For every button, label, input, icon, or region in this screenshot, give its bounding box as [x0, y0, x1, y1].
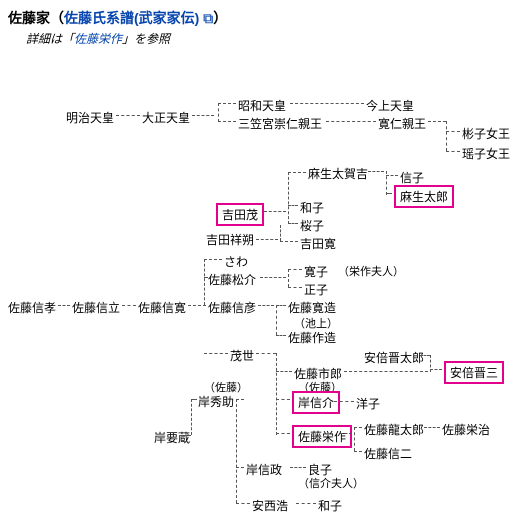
node-eisaku-wife: （栄作夫人） [338, 263, 404, 279]
node-sato-nobuhiko: 佐藤信彦 [208, 299, 256, 316]
genealogy-link[interactable]: 佐藤氏系譜(武家家伝) [64, 10, 199, 26]
node-wako2: 和子 [318, 497, 342, 514]
node-sato-eisaku: 佐藤栄作 [292, 425, 352, 448]
node-showa: 昭和天皇 [238, 97, 286, 114]
node-kishi-nobumasa: 岸信政 [246, 461, 282, 478]
node-sato-shinji: 佐藤信二 [364, 445, 412, 462]
node-sato-ryutaro: 佐藤龍太郎 [364, 421, 424, 438]
rparen: ） [213, 10, 227, 26]
node-nobusuke-wife: （信介夫人） [298, 475, 364, 491]
node-meiji: 明治天皇 [66, 109, 114, 126]
node-sato-nobutachi: 佐藤信立 [72, 299, 120, 316]
node-mikasa: 三笠宮崇仁親王 [238, 115, 322, 132]
node-kishi-hidesuke: 岸秀助 [198, 393, 234, 410]
node-sawa: さわ [224, 253, 248, 270]
subtitle-post: 」を参照 [122, 32, 170, 46]
node-kishi-nobusuke: 岸信介 [292, 391, 340, 414]
node-tomohito: 寛仁親王 [378, 115, 426, 132]
node-sato-matsusuke: 佐藤松介 [208, 271, 256, 288]
node-sato-eiji: 佐藤栄治 [442, 421, 490, 438]
lparen: （ [50, 10, 64, 26]
node-abe-shinzo: 安倍晋三 [444, 361, 504, 384]
node-sato-hirozo: 佐藤寛造 [288, 299, 336, 316]
node-kishi-yozo: 岸要蔵 [154, 429, 190, 446]
node-sato-nobuhiro2: 佐藤信寛 [138, 299, 186, 316]
node-aso-taro: 麻生太郎 [394, 185, 454, 208]
node-kinjo: 今上天皇 [366, 97, 414, 114]
node-yoko: 瑶子女王 [462, 145, 510, 162]
node-aso-takichi: 麻生太賀吉 [308, 165, 368, 182]
node-masako: 正子 [304, 281, 328, 298]
subtitle-pre: 詳細は「 [26, 32, 74, 46]
node-abe-shintaro: 安倍晋太郎 [364, 349, 424, 366]
node-taisho: 大正天皇 [142, 109, 190, 126]
subtitle-link[interactable]: 佐藤栄作 [74, 32, 122, 46]
node-kanko: 寛子 [304, 263, 328, 280]
node-yoshida-shoko: 吉田祥朔 [206, 231, 254, 248]
genealogy-chart: 明治天皇 大正天皇 昭和天皇 今上天皇 三笠宮崇仁親王 寛仁親王 彬子女王 瑶子… [8, 53, 522, 513]
node-akiko: 彬子女王 [462, 125, 510, 142]
external-link-icon: ⧉ [203, 10, 213, 26]
node-sato-nobuaki: 佐藤信孝 [8, 299, 56, 316]
node-moyo: 茂世 [230, 347, 254, 364]
node-yoshida-shigeru: 吉田茂 [216, 203, 264, 226]
node-nobuko: 信子 [400, 169, 424, 186]
node-sakurako: 桜子 [300, 217, 324, 234]
node-kazuko: 和子 [300, 199, 324, 216]
node-sato-sakuzo: 佐藤作造 [288, 329, 336, 346]
node-anzai: 安西浩 [252, 497, 288, 514]
family-name: 佐藤家 [8, 10, 50, 26]
node-yoshida-hiroshi: 吉田寛 [300, 235, 336, 252]
node-yoko2: 洋子 [356, 395, 380, 412]
